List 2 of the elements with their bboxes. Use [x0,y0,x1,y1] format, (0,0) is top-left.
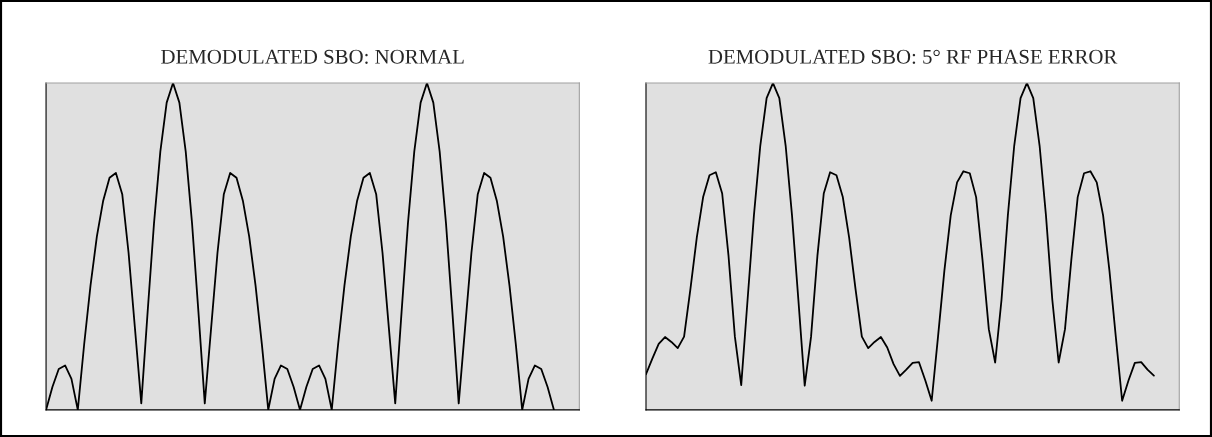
chart-title: DEMODULATED SBO: NORMAL [161,49,464,64]
chart-title: DEMODULATED SBO: 5° RF PHASE ERROR [708,49,1118,64]
